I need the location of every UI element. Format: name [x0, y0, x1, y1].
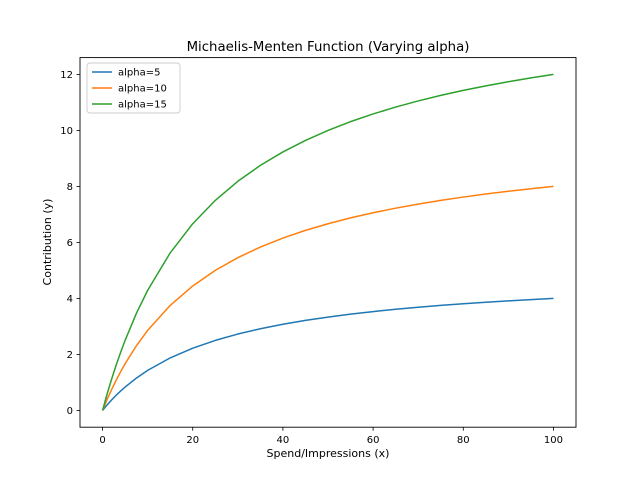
y-tick-label: 6 — [67, 238, 73, 249]
plot-lines — [101, 73, 554, 411]
x-tick-label: 20 — [186, 435, 199, 446]
x-axis-label: Spend/Impressions (x) — [267, 447, 390, 460]
chart-title: Michaelis-Menten Function (Varying alpha… — [187, 40, 470, 55]
x-tick-label: 100 — [544, 435, 563, 446]
x-tick-label: 80 — [457, 435, 470, 446]
y-tick-label: 12 — [60, 70, 73, 81]
series-line-alpha=5 — [101, 297, 554, 411]
legend-label: alpha=10 — [118, 84, 167, 95]
x-tick-label: 60 — [367, 435, 380, 446]
y-tick-label: 8 — [67, 182, 73, 193]
legend: alpha=5 alpha=10 alpha=15 — [86, 62, 181, 114]
x-tick-label: 40 — [277, 435, 290, 446]
legend-box — [86, 62, 181, 114]
legend-label: alpha=15 — [118, 100, 167, 111]
y-axis-label: Contribution (y) — [41, 199, 54, 286]
y-tick-label: 4 — [67, 294, 73, 305]
series-line-alpha=15 — [101, 73, 554, 411]
series-line-alpha=10 — [101, 185, 554, 411]
legend-label: alpha=5 — [118, 68, 160, 79]
x-axis: 0 20 40 60 80 100 — [99, 427, 563, 446]
y-tick-label: 2 — [67, 350, 73, 361]
x-tick-label: 0 — [99, 435, 105, 446]
y-axis: 0 2 4 6 8 10 12 — [60, 70, 80, 417]
y-tick-label: 0 — [67, 406, 73, 417]
y-tick-label: 10 — [60, 126, 73, 137]
